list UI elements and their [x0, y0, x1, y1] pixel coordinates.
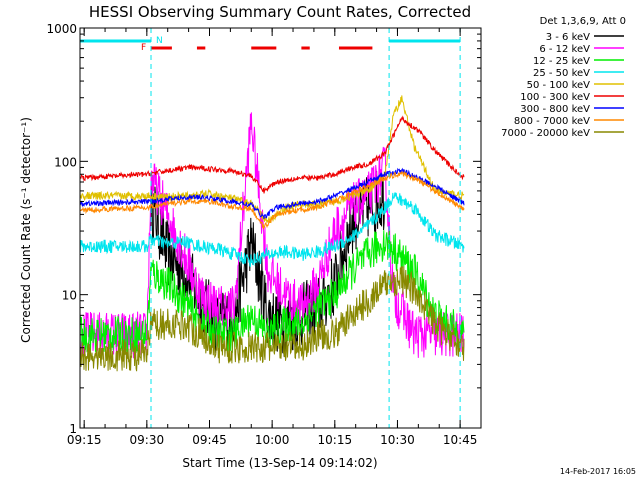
y-tick-label: 10: [62, 289, 77, 303]
series-line-5: [79, 95, 465, 223]
chart-title: HESSI Observing Summary Count Rates, Cor…: [89, 3, 471, 21]
legend-label: 800 - 7000 keV: [514, 116, 590, 127]
series-line-6: [79, 115, 465, 194]
series-line-7: [79, 167, 465, 220]
x-tick-label: 10:00: [255, 433, 290, 447]
series-line-8: [79, 170, 465, 230]
x-tick-label: 09:15: [67, 433, 102, 447]
legend-label: 3 - 6 keV: [546, 32, 590, 43]
series-line-4: [79, 192, 465, 267]
x-axis-label: Start Time (13-Sep-14 09:14:02): [182, 456, 377, 470]
legend-label: 300 - 800 keV: [520, 104, 590, 115]
flare-flag-label: F: [141, 43, 146, 53]
y-axis-label: Corrected Count Rate (s⁻¹ detector⁻¹): [19, 117, 33, 343]
series-line-3: [79, 230, 465, 354]
x-tick-label: 09:30: [130, 433, 165, 447]
x-tick-label: 10:30: [380, 433, 415, 447]
series-line-2: [79, 112, 465, 359]
x-tick-label: 10:45: [443, 433, 478, 447]
series-line-9: [79, 266, 465, 372]
legend-label: 100 - 300 keV: [520, 92, 590, 103]
x-tick-label: 10:15: [318, 433, 353, 447]
y-tick-label: 100: [54, 155, 77, 169]
axes-layer: 1 10 100 1000 09:15 09:30 09:45 10:00 10:15 10:30…: [46, 22, 482, 447]
legend-label: 7000 - 20000 keV: [501, 128, 590, 139]
legend-label: 12 - 25 keV: [533, 56, 590, 67]
legend-label: 6 - 12 keV: [539, 44, 590, 55]
legend-title: Det 1,3,6,9, Att 0: [540, 16, 626, 27]
x-tick-label: 09:45: [192, 433, 227, 447]
legend-label: 50 - 100 keV: [527, 80, 591, 91]
plot-frame: [79, 27, 482, 429]
night-flag-label: N: [156, 36, 163, 46]
y-tick-label: 1: [69, 422, 77, 436]
y-tick-label: 1000: [46, 22, 77, 36]
flags-layer: NF: [80, 28, 461, 428]
plot-layer: [79, 95, 465, 372]
legend-label: 25 - 50 keV: [533, 68, 590, 79]
footer-date: 14-Feb-2017 16:05: [560, 467, 636, 476]
